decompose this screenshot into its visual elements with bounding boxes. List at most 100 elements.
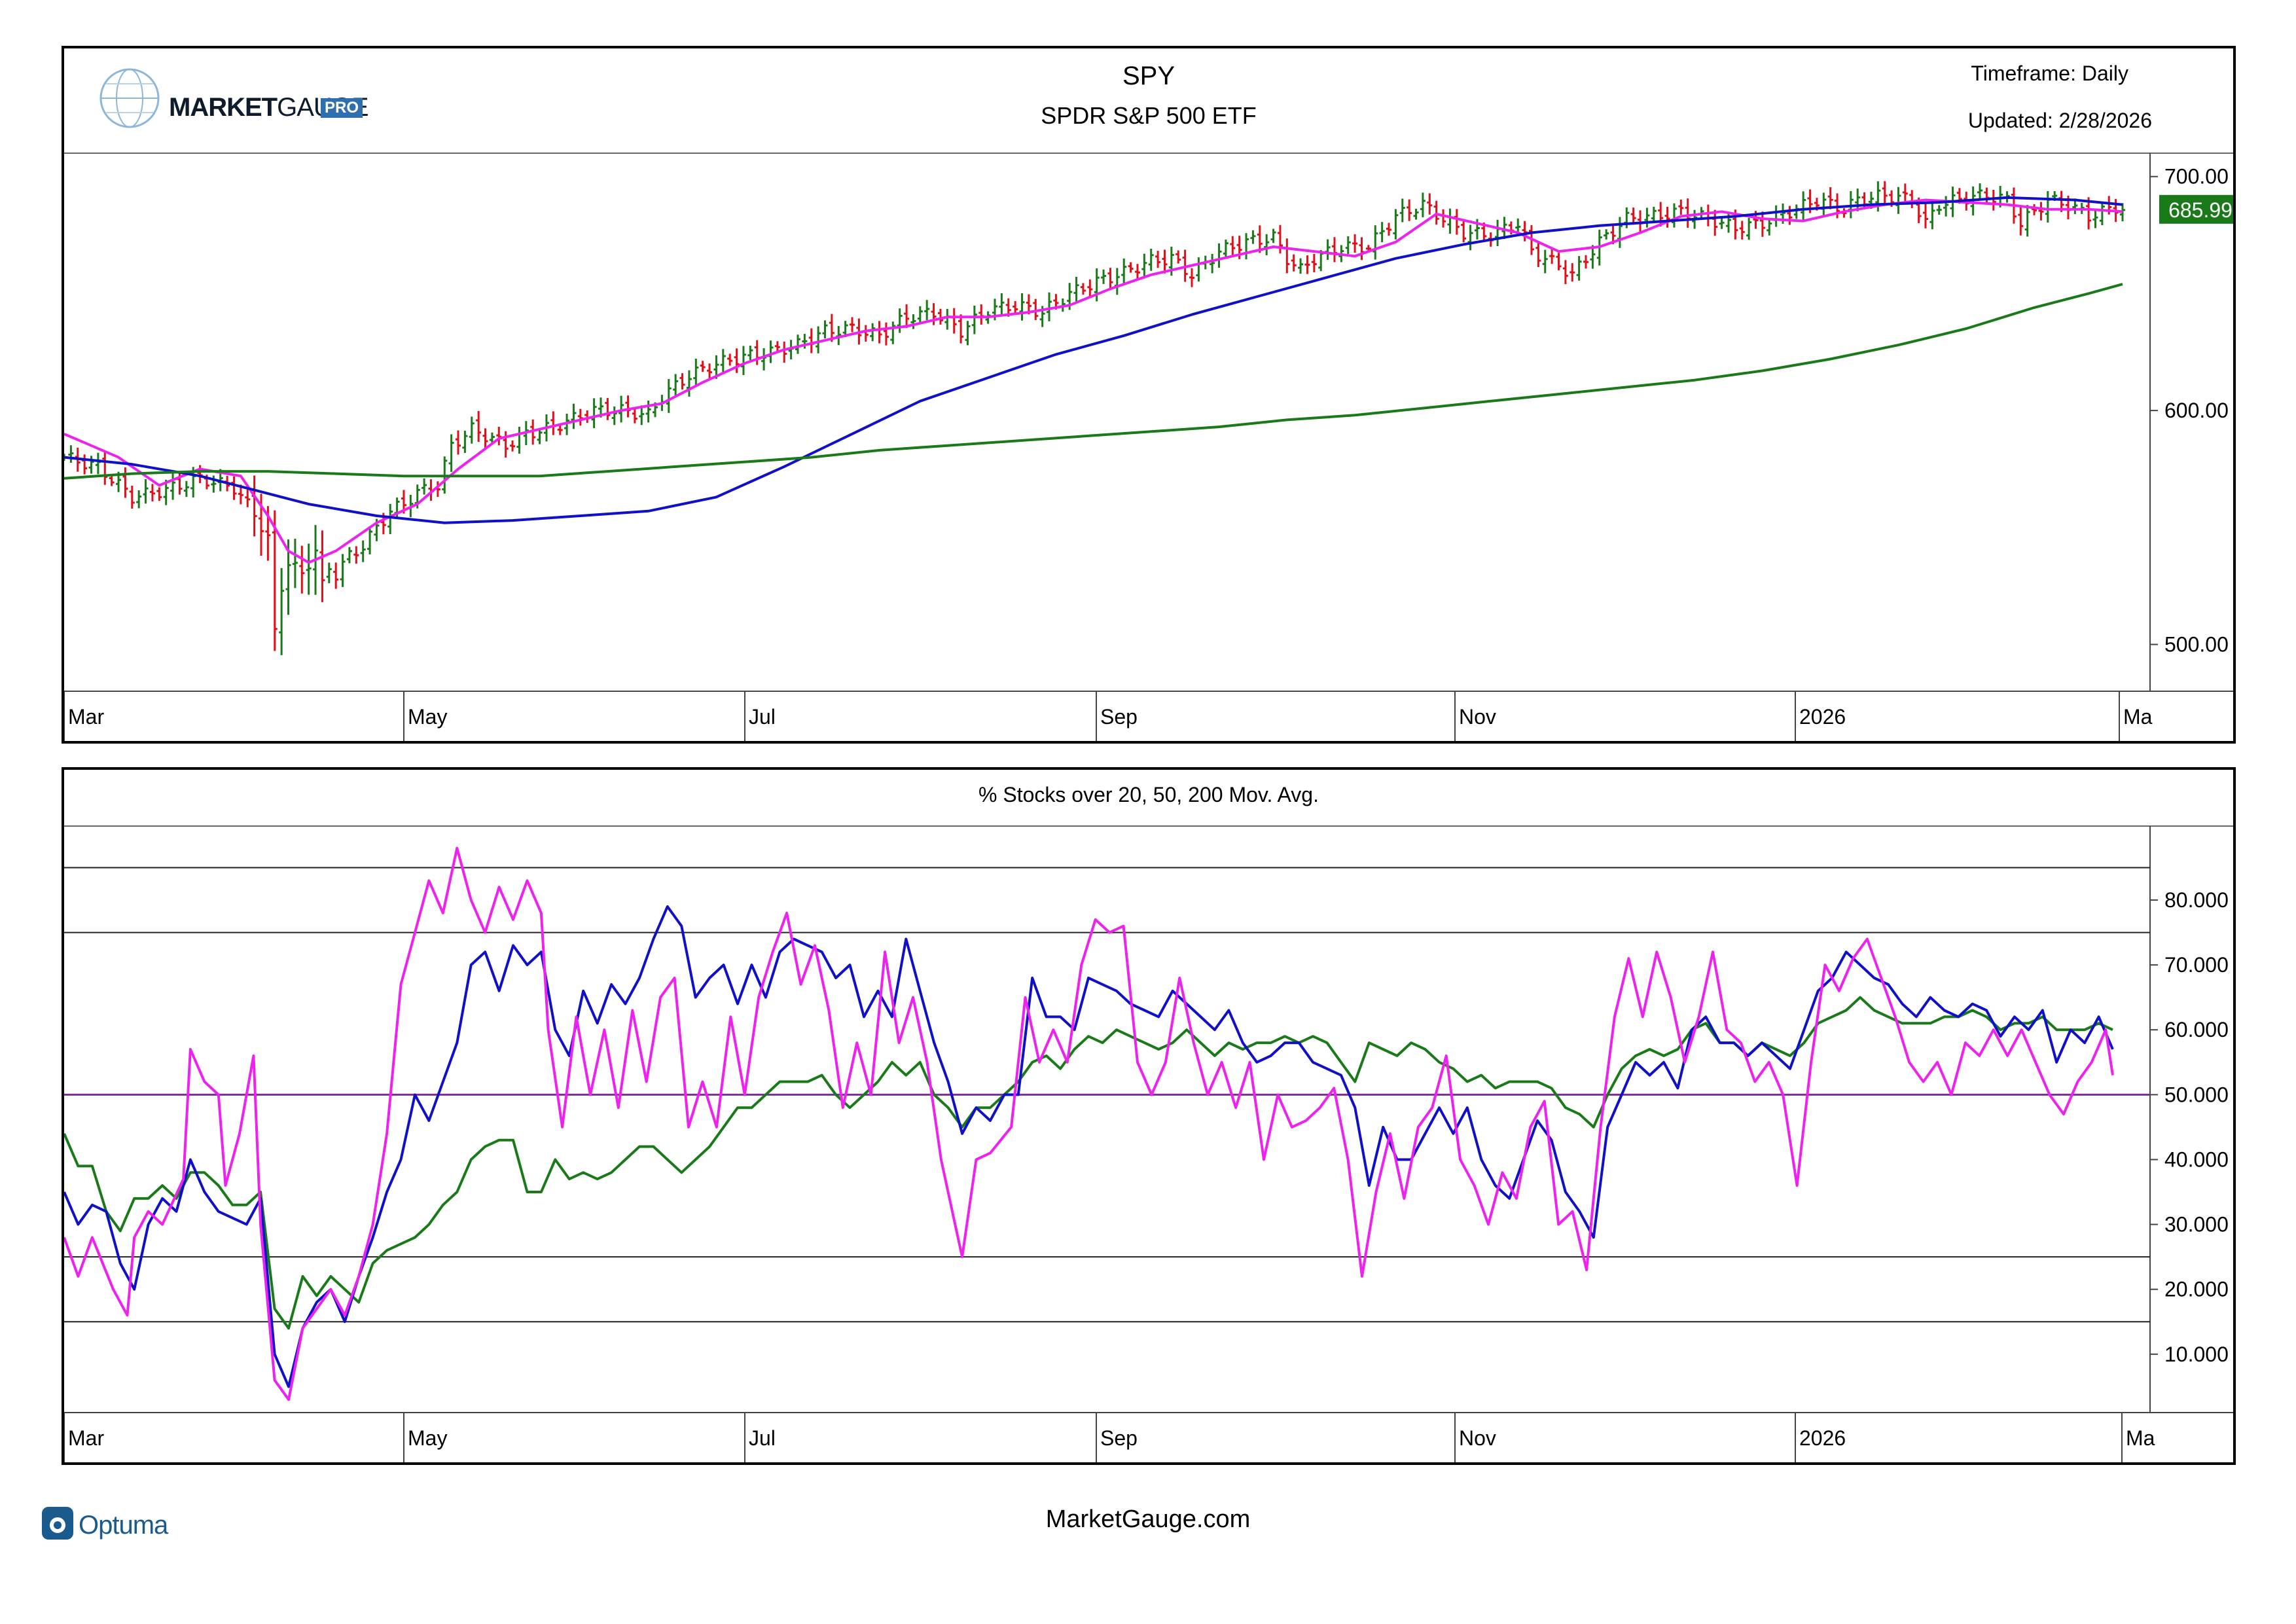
bearish-candle: [904, 304, 910, 329]
bearish-candle: [2018, 205, 2024, 236]
bullish-candle: [693, 359, 699, 388]
bullish-candle: [326, 562, 332, 584]
pct-over-50ma-line: [64, 905, 2114, 1388]
x-tick-label: Jul: [749, 1426, 776, 1450]
bullish-candle: [822, 320, 828, 338]
bullish-candle: [1141, 253, 1147, 279]
bearish-candle: [109, 474, 115, 486]
bullish-candle: [1542, 249, 1548, 274]
bullish-candle: [1250, 230, 1256, 244]
bullish-candle: [1855, 189, 1861, 211]
bearish-candle: [272, 510, 278, 651]
bullish-candle: [1121, 258, 1127, 283]
mid-moving-average-line: [64, 196, 2123, 524]
bearish-candle: [863, 325, 869, 342]
bullish-candle: [1148, 248, 1154, 271]
chart-title: SPY: [1122, 62, 1175, 90]
bullish-candle: [1216, 243, 1222, 268]
y-tick-label: 30.000: [2164, 1213, 2229, 1236]
bullish-candle: [1793, 204, 1799, 219]
bearish-candle: [1909, 190, 1915, 208]
bearish-candle: [1407, 199, 1412, 221]
bullish-candle: [1617, 217, 1623, 248]
bearish-candle: [122, 467, 128, 498]
x-tick-label: Ma: [2123, 705, 2153, 729]
marketgauge-logo: MARKETGAUGE PRO: [84, 59, 369, 157]
bullish-candle: [1467, 225, 1473, 251]
bearish-candle: [1535, 241, 1541, 267]
bearish-candle: [1739, 221, 1745, 240]
bullish-candle: [1372, 225, 1378, 260]
bullish-candle: [686, 370, 692, 397]
breadth-indicator-panel: % Stocks over 20, 50, 200 Mov. Avg. 80.0…: [62, 767, 2236, 1465]
bullish-candle: [890, 321, 896, 344]
bearish-candle: [1134, 264, 1140, 281]
bullish-candle: [666, 379, 672, 413]
bullish-candle: [639, 405, 645, 425]
bearish-candle: [1175, 250, 1181, 264]
bullish-candle: [1101, 269, 1107, 284]
bearish-candle: [781, 341, 787, 363]
x-tick-label: Sep: [1100, 1426, 1138, 1450]
bullish-candle: [170, 473, 176, 500]
bullish-candle: [1019, 293, 1025, 321]
bullish-candle: [591, 398, 597, 429]
updated-label: Updated: 2/28/2026: [1967, 109, 2152, 132]
bullish-candle: [360, 540, 366, 562]
bullish-candle: [1094, 268, 1100, 302]
bearish-candle: [482, 428, 488, 449]
indicator-plot: 80.000 70.000 60.000 50.000 40.000 30.000 20.0…: [64, 825, 2233, 1462]
bearish-candle: [1678, 199, 1684, 215]
bearish-candle: [2032, 204, 2037, 215]
bullish-candle: [346, 547, 352, 564]
bullish-candle: [1773, 205, 1779, 227]
bullish-candle: [183, 480, 189, 497]
bullish-candle: [1501, 217, 1507, 240]
x-tick-label: May: [408, 705, 447, 729]
bearish-candle: [1454, 209, 1460, 235]
y-tick-label: 500.00: [2164, 633, 2229, 657]
bearish-candle: [1087, 279, 1093, 297]
pro-badge: PRO: [321, 98, 363, 118]
bullish-candle: [673, 374, 679, 397]
footer-site-link[interactable]: MarketGauge.com: [1045, 1506, 1251, 1533]
bearish-candle: [1922, 203, 1928, 228]
bullish-candle: [1047, 292, 1052, 321]
y-tick-label: 20.000: [2164, 1278, 2229, 1301]
x-tick-label: Mar: [68, 1426, 104, 1450]
bullish-candle: [1895, 187, 1901, 214]
short-moving-average-line: [64, 198, 2123, 564]
bearish-candle: [1107, 268, 1113, 288]
bearish-candle: [299, 545, 305, 594]
bullish-candle: [740, 346, 746, 375]
bearish-candle: [577, 408, 583, 426]
y-tick-label: 80.000: [2164, 888, 2229, 912]
x-tick-label: Nov: [1459, 1426, 1496, 1450]
bullish-candle: [999, 293, 1005, 316]
bearish-candle: [1441, 209, 1446, 228]
bearish-candle: [754, 340, 760, 365]
bullish-candle: [1447, 208, 1453, 234]
bearish-candle: [245, 489, 251, 507]
bullish-candle: [2099, 202, 2105, 226]
bullish-candle: [1651, 206, 1657, 223]
bearish-candle: [1705, 204, 1711, 226]
x-tick-label: Jul: [749, 705, 776, 729]
bearish-candle: [1189, 268, 1195, 287]
bearish-candle: [1522, 221, 1528, 242]
bullish-candle: [1929, 203, 1935, 230]
bullish-candle: [1644, 208, 1650, 228]
bearish-candle: [456, 430, 461, 455]
bearish-candle: [1230, 236, 1236, 257]
bullish-candle: [1210, 253, 1215, 274]
timeframe-label: Timeframe: Daily: [1971, 62, 2128, 85]
bullish-candle: [917, 306, 923, 324]
bullish-candle: [720, 349, 726, 372]
bearish-candle: [1352, 234, 1358, 253]
pct-over-200ma-line: [64, 996, 2113, 1330]
optuma-wordmark: Optuma: [79, 1511, 168, 1540]
bullish-candle: [645, 400, 651, 423]
bullish-candle: [1264, 234, 1270, 255]
bullish-candle: [292, 539, 298, 588]
bullish-candle: [88, 456, 94, 474]
